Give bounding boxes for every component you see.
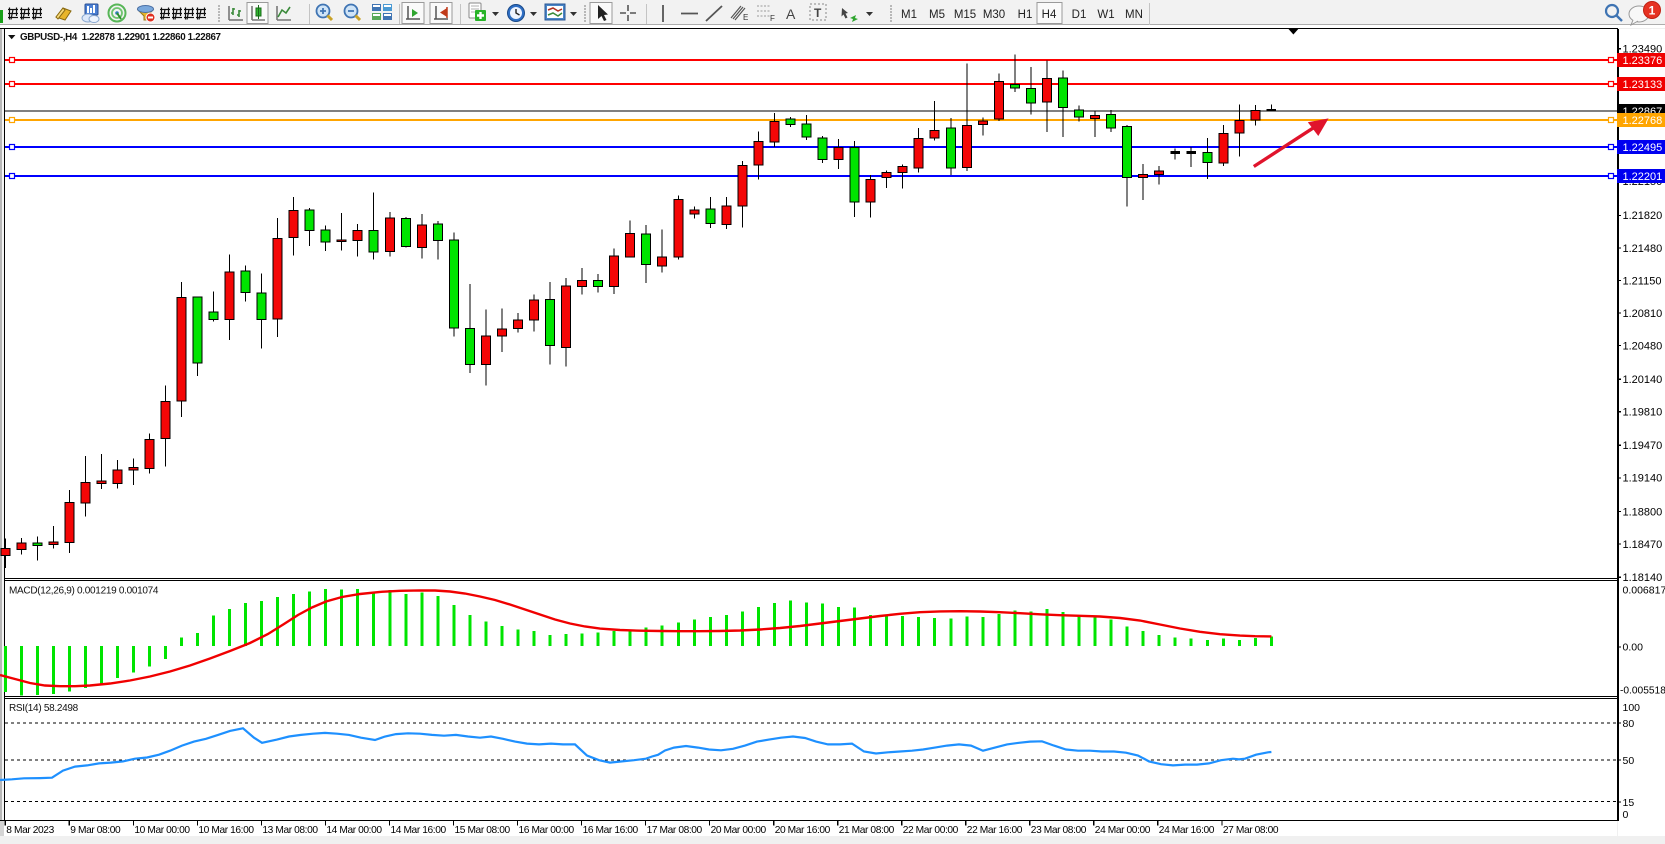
- svg-text:23 Mar 08:00: 23 Mar 08:00: [1031, 825, 1087, 836]
- svg-text:10 Mar 16:00: 10 Mar 16:00: [198, 825, 254, 836]
- svg-text:24 Mar 16:00: 24 Mar 16:00: [1159, 825, 1215, 836]
- svg-text:1.20480: 1.20480: [1623, 340, 1663, 352]
- svg-text:F: F: [770, 14, 775, 23]
- svg-text:21 Mar 08:00: 21 Mar 08:00: [839, 825, 895, 836]
- svg-text:0.00: 0.00: [1623, 642, 1644, 654]
- svg-text:RSI(14) 58.2498: RSI(14) 58.2498: [9, 703, 79, 714]
- svg-text:0.006817: 0.006817: [1623, 585, 1665, 597]
- svg-text:1.23490: 1.23490: [1623, 44, 1663, 56]
- svg-text:22 Mar 00:00: 22 Mar 00:00: [903, 825, 959, 836]
- svg-text:MACD(12,26,9) 0.001219 0.00107: MACD(12,26,9) 0.001219 0.001074: [9, 586, 159, 597]
- svg-text:14 Mar 16:00: 14 Mar 16:00: [391, 825, 447, 836]
- svg-text:1.22495: 1.22495: [1623, 142, 1663, 154]
- svg-text:1.21480: 1.21480: [1623, 243, 1663, 255]
- svg-text:22 Mar 16:00: 22 Mar 16:00: [967, 825, 1023, 836]
- svg-text:-0.005518: -0.005518: [1620, 686, 1665, 697]
- svg-text:M30: M30: [983, 9, 1005, 21]
- svg-text:1.19470: 1.19470: [1623, 440, 1663, 452]
- svg-text:1.20140: 1.20140: [1623, 374, 1663, 386]
- svg-text:15 Mar 08:00: 15 Mar 08:00: [455, 825, 511, 836]
- svg-text:E: E: [743, 13, 748, 22]
- svg-text:13 Mar 08:00: 13 Mar 08:00: [262, 825, 318, 836]
- svg-text:H1: H1: [1018, 9, 1033, 21]
- svg-text:1: 1: [1649, 4, 1656, 18]
- svg-text:1.18470: 1.18470: [1623, 539, 1663, 551]
- svg-text:80: 80: [1623, 718, 1635, 730]
- svg-text:D1: D1: [1072, 9, 1087, 21]
- svg-text:1.21820: 1.21820: [1623, 210, 1663, 222]
- svg-text:T: T: [814, 6, 822, 20]
- svg-text:50: 50: [1623, 755, 1635, 767]
- svg-text:GBPUSD-,H4 1.22878 1.22901 1.: GBPUSD-,H4 1.22878 1.22901 1.22860 1.228…: [20, 32, 222, 43]
- svg-text:1.21150: 1.21150: [1623, 275, 1662, 287]
- svg-text:1.18140: 1.18140: [1623, 572, 1663, 584]
- svg-text:14 Mar 00:00: 14 Mar 00:00: [326, 825, 382, 836]
- svg-text:M5: M5: [929, 9, 945, 21]
- svg-text:15: 15: [1623, 797, 1635, 809]
- svg-text:9 Mar 08:00: 9 Mar 08:00: [70, 825, 121, 836]
- svg-text:1.23133: 1.23133: [1623, 79, 1663, 91]
- svg-text:17 Mar 08:00: 17 Mar 08:00: [647, 825, 703, 836]
- svg-text:MN: MN: [1125, 9, 1143, 21]
- svg-text:27 Mar 08:00: 27 Mar 08:00: [1223, 825, 1279, 836]
- svg-text:1.18800: 1.18800: [1623, 506, 1663, 518]
- svg-text:0: 0: [1623, 809, 1629, 821]
- svg-text:M1: M1: [901, 9, 917, 21]
- svg-text:1.20810: 1.20810: [1623, 308, 1663, 320]
- svg-text:1.22201: 1.22201: [1623, 171, 1663, 183]
- svg-text:8 Mar 2023: 8 Mar 2023: [6, 825, 54, 836]
- svg-text:20 Mar 00:00: 20 Mar 00:00: [711, 825, 767, 836]
- svg-text:1.23376: 1.23376: [1623, 55, 1663, 67]
- svg-text:1.19810: 1.19810: [1623, 407, 1663, 419]
- svg-text:10 Mar 00:00: 10 Mar 00:00: [134, 825, 190, 836]
- svg-text:H4: H4: [1042, 9, 1057, 21]
- svg-text:1.19140: 1.19140: [1623, 473, 1663, 485]
- svg-text:M15: M15: [954, 9, 976, 21]
- svg-text:16 Mar 00:00: 16 Mar 00:00: [519, 825, 575, 836]
- svg-text:16 Mar 16:00: 16 Mar 16:00: [583, 825, 639, 836]
- svg-text:W1: W1: [1097, 9, 1114, 21]
- svg-text:100: 100: [1623, 702, 1641, 714]
- svg-text:A: A: [786, 6, 796, 22]
- svg-text:1.22768: 1.22768: [1623, 115, 1663, 127]
- svg-text:20 Mar 16:00: 20 Mar 16:00: [775, 825, 831, 836]
- svg-text:24 Mar 00:00: 24 Mar 00:00: [1095, 825, 1151, 836]
